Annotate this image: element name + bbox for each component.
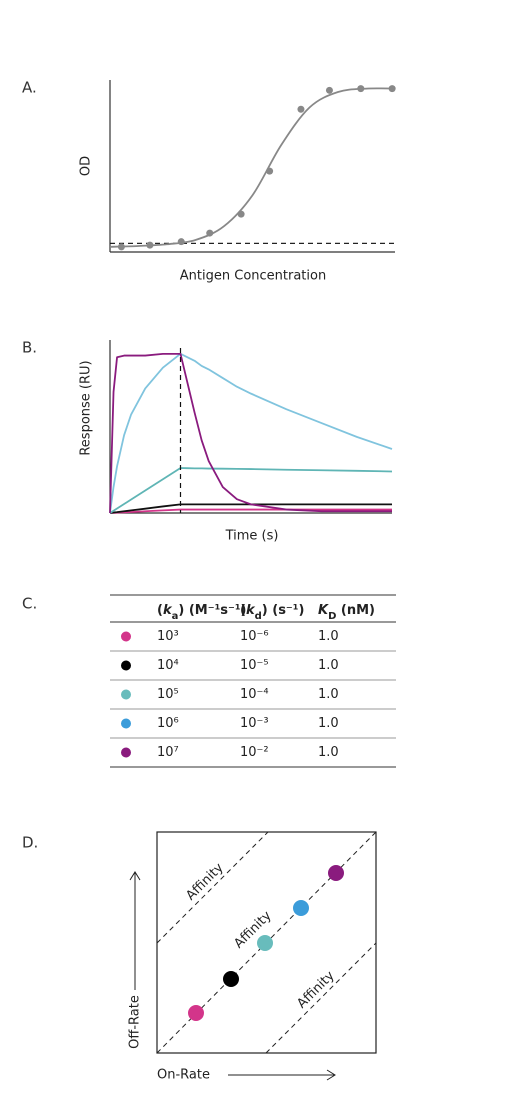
- data-point: [297, 105, 305, 113]
- series-line: [109, 503, 392, 514]
- header-part: (nM): [336, 603, 375, 618]
- kinetic-point: [328, 865, 344, 881]
- affinity-label: Affinity: [294, 968, 337, 1011]
- row-swatch: [121, 631, 131, 642]
- kinetic-point: [223, 971, 239, 987]
- panel-label: C.: [22, 595, 37, 613]
- x-axis-label: On-Rate: [157, 1068, 210, 1083]
- table-cell: 10⁻⁵: [240, 658, 269, 673]
- table-header: (ka) (M⁻¹s⁻¹): [157, 603, 247, 622]
- table-cell: 1.0: [318, 745, 339, 760]
- table-cell: 1.0: [318, 687, 339, 702]
- row-swatch: [121, 718, 131, 729]
- kinetic-point: [257, 935, 273, 951]
- header-part: d: [255, 611, 262, 622]
- header-part: K: [318, 603, 329, 618]
- affinity-label: Affinity: [183, 860, 226, 903]
- header-part: a: [172, 611, 179, 622]
- x-axis-label: Antigen Concentration: [180, 269, 326, 284]
- kinetic-point: [188, 1005, 204, 1021]
- table-cell: 10⁶: [157, 716, 179, 731]
- table-cell: 1.0: [318, 658, 339, 673]
- table-cell: 1.0: [318, 716, 339, 731]
- series-line: [109, 467, 393, 514]
- row-swatch: [121, 660, 131, 671]
- table-cell: 10³: [157, 629, 179, 644]
- header-part: ) (s⁻¹): [262, 603, 305, 618]
- table-cell: 1.0: [318, 629, 339, 644]
- header-part: D: [328, 611, 336, 622]
- table-header: KD (nM): [318, 603, 375, 622]
- table-header: (kd) (s⁻¹): [240, 603, 304, 622]
- header-part: (: [157, 603, 163, 618]
- panel-label: B.: [22, 339, 37, 357]
- data-point: [237, 210, 245, 218]
- y-axis-label: Response (RU): [79, 360, 94, 455]
- data-point: [357, 85, 365, 93]
- table-cell: 10⁻⁶: [240, 629, 269, 644]
- y-axis-label: OD: [79, 156, 94, 176]
- data-point: [388, 85, 396, 93]
- header-part: k: [246, 603, 256, 618]
- y-axis-label: Off-Rate: [128, 995, 143, 1049]
- data-point: [266, 167, 274, 175]
- arrowhead: [129, 871, 141, 881]
- table-cell: 10⁴: [157, 658, 179, 673]
- row-swatch: [121, 747, 131, 758]
- data-point: [325, 86, 333, 94]
- header-part: ) (M⁻¹s⁻¹): [178, 603, 246, 618]
- series-line: [109, 352, 392, 514]
- data-point: [206, 229, 214, 237]
- header-part: k: [163, 603, 173, 618]
- panel-label: D.: [22, 834, 38, 852]
- data-point: [146, 241, 154, 249]
- fit-curve: [109, 87, 396, 248]
- diagonal: [265, 942, 377, 1054]
- panel-label: A.: [22, 79, 37, 97]
- x-axis-label: Time (s): [225, 529, 279, 544]
- data-point: [177, 238, 185, 246]
- data-point: [117, 243, 125, 251]
- table-cell: 10⁻³: [240, 716, 269, 731]
- arrowhead: [326, 1069, 336, 1081]
- table-cell: 10⁵: [157, 687, 179, 702]
- table-cell: 10⁻²: [240, 745, 269, 760]
- kinetic-point: [293, 900, 309, 916]
- table-cell: 10⁷: [157, 745, 179, 760]
- diagonal: [156, 831, 269, 944]
- header-part: (: [240, 603, 246, 618]
- series-line: [109, 352, 393, 514]
- table-cell: 10⁻⁴: [240, 687, 269, 702]
- row-swatch: [121, 689, 131, 700]
